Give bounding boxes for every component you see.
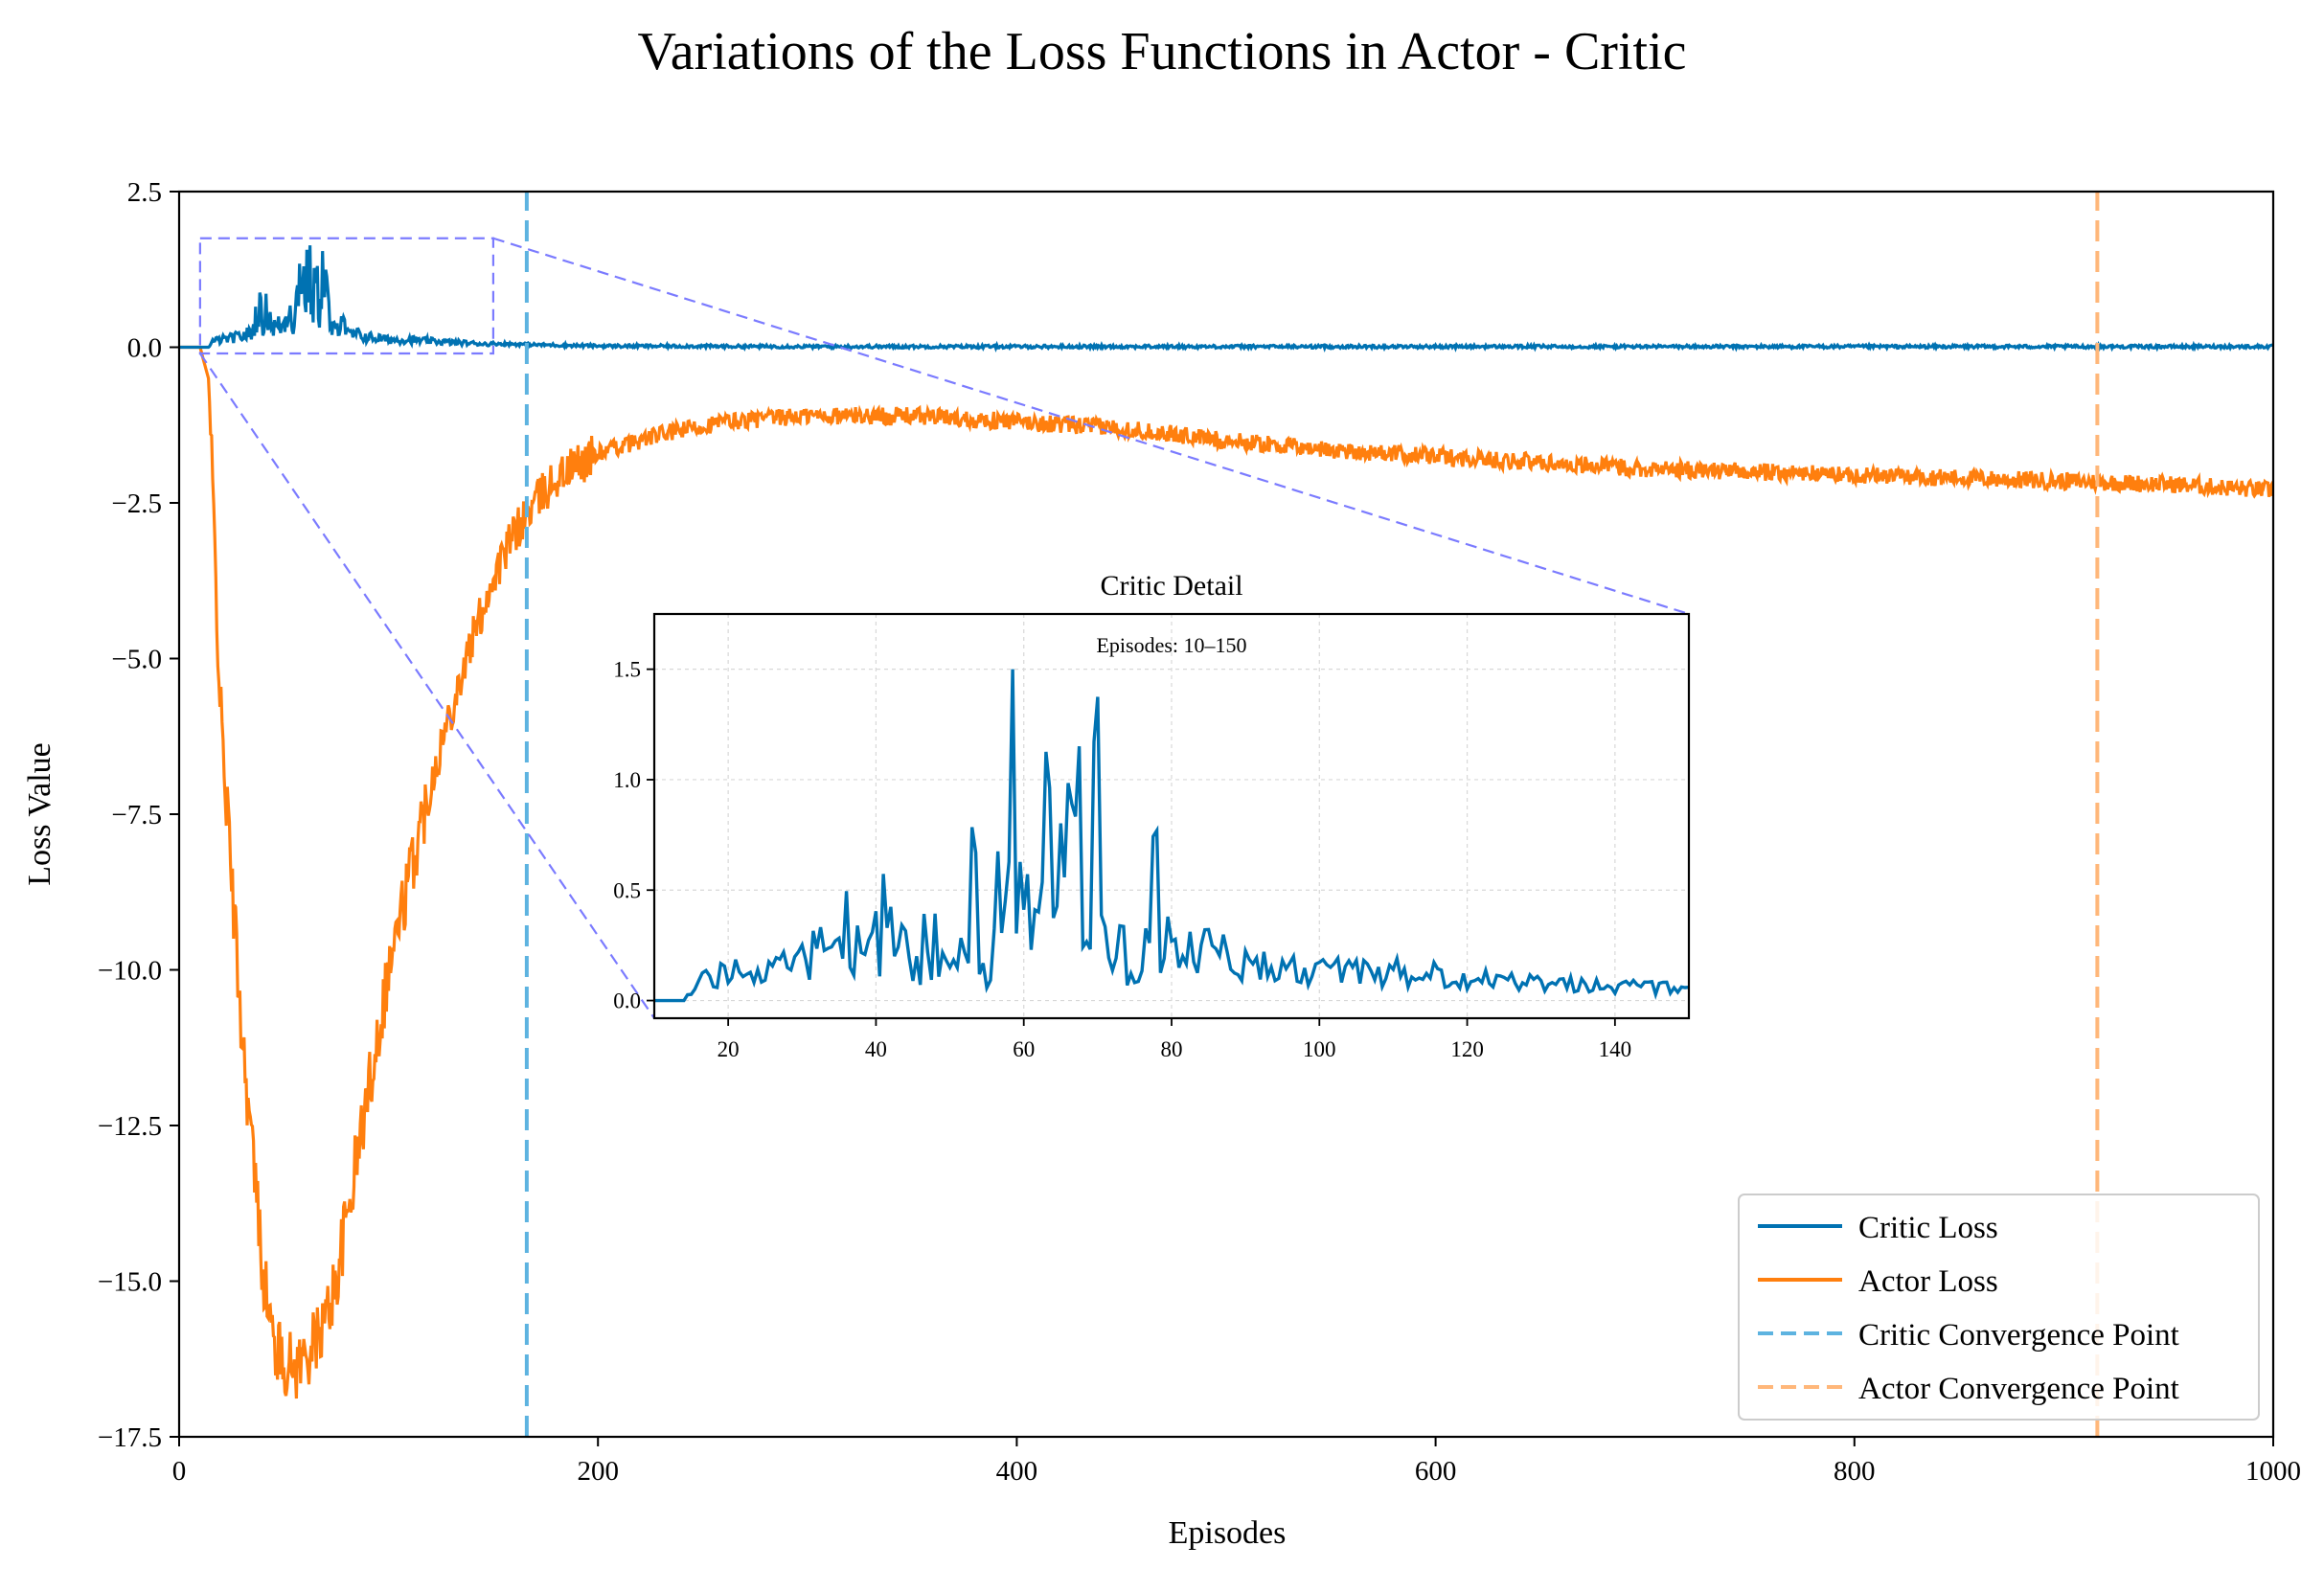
legend-label: Critic Convergence Point <box>1858 1318 2179 1353</box>
inset-critic-line <box>654 669 1689 1003</box>
y-axis-label: Loss Value <box>22 742 57 886</box>
main-plot: 0 200 400 600 800 1000 2.5 0.0 −2.5 −5.0 −7.5 −10.0… <box>98 177 2301 1487</box>
inset-y-tick-label: 0.5 <box>613 878 641 902</box>
inset-plot: 20 40 60 80 100 120 140 0.0 0.5 1.0 1.5 Critic Deta… <box>613 570 1691 1061</box>
inset-x-tick-label: 120 <box>1450 1037 1484 1061</box>
y-tick-label: −7.5 <box>111 800 162 830</box>
inset-x-tick-label: 60 <box>1013 1037 1035 1061</box>
y-tick-label: −17.5 <box>98 1422 162 1453</box>
y-tick-label: −2.5 <box>111 489 162 519</box>
y-tick-label: −5.0 <box>111 645 162 675</box>
x-tick-label: 400 <box>996 1456 1038 1487</box>
inset-y-tick-label: 0.0 <box>613 989 641 1013</box>
y-tick-label: 0.0 <box>127 333 162 364</box>
inset-y-tick-label: 1.0 <box>613 768 641 792</box>
legend-label: Critic Loss <box>1858 1211 1998 1245</box>
inset-x-tick-label: 80 <box>1161 1037 1183 1061</box>
legend-label: Actor Loss <box>1858 1264 1998 1299</box>
x-tick-label: 600 <box>1415 1456 1457 1487</box>
x-axis-label: Episodes <box>1169 1515 1287 1551</box>
x-tick-label: 1000 <box>2245 1456 2301 1487</box>
legend-box <box>1738 1194 2260 1421</box>
y-tick-label: 2.5 <box>127 177 162 208</box>
legend: Critic Loss Actor Loss Critic Convergence … <box>1738 1194 2260 1421</box>
inset-x-tick-label: 100 <box>1303 1037 1336 1061</box>
legend-label: Actor Convergence Point <box>1858 1372 2179 1406</box>
x-tick-label: 0 <box>172 1456 187 1487</box>
zoom-connector-top <box>492 237 1690 616</box>
inset-x-tick-label: 140 <box>1599 1037 1632 1061</box>
inset-x-tick-label: 40 <box>865 1037 887 1061</box>
inset-title: Critic Detail <box>1100 570 1242 602</box>
y-tick-label: −10.0 <box>98 956 162 987</box>
zoom-region-box <box>198 237 495 355</box>
inset-annotation: Episodes: 10–150 <box>1096 633 1246 657</box>
chart-title: Variations of the Loss Functions in Acto… <box>638 22 1687 81</box>
x-tick-label: 200 <box>577 1456 619 1487</box>
y-tick-label: −12.5 <box>98 1111 162 1142</box>
y-tick-label: −15.0 <box>98 1267 162 1298</box>
x-tick-label: 800 <box>1834 1456 1876 1487</box>
inset-y-tick-label: 1.5 <box>613 658 641 682</box>
zoom-connector-bottom <box>198 352 655 1019</box>
inset-x-tick-label: 20 <box>718 1037 740 1061</box>
